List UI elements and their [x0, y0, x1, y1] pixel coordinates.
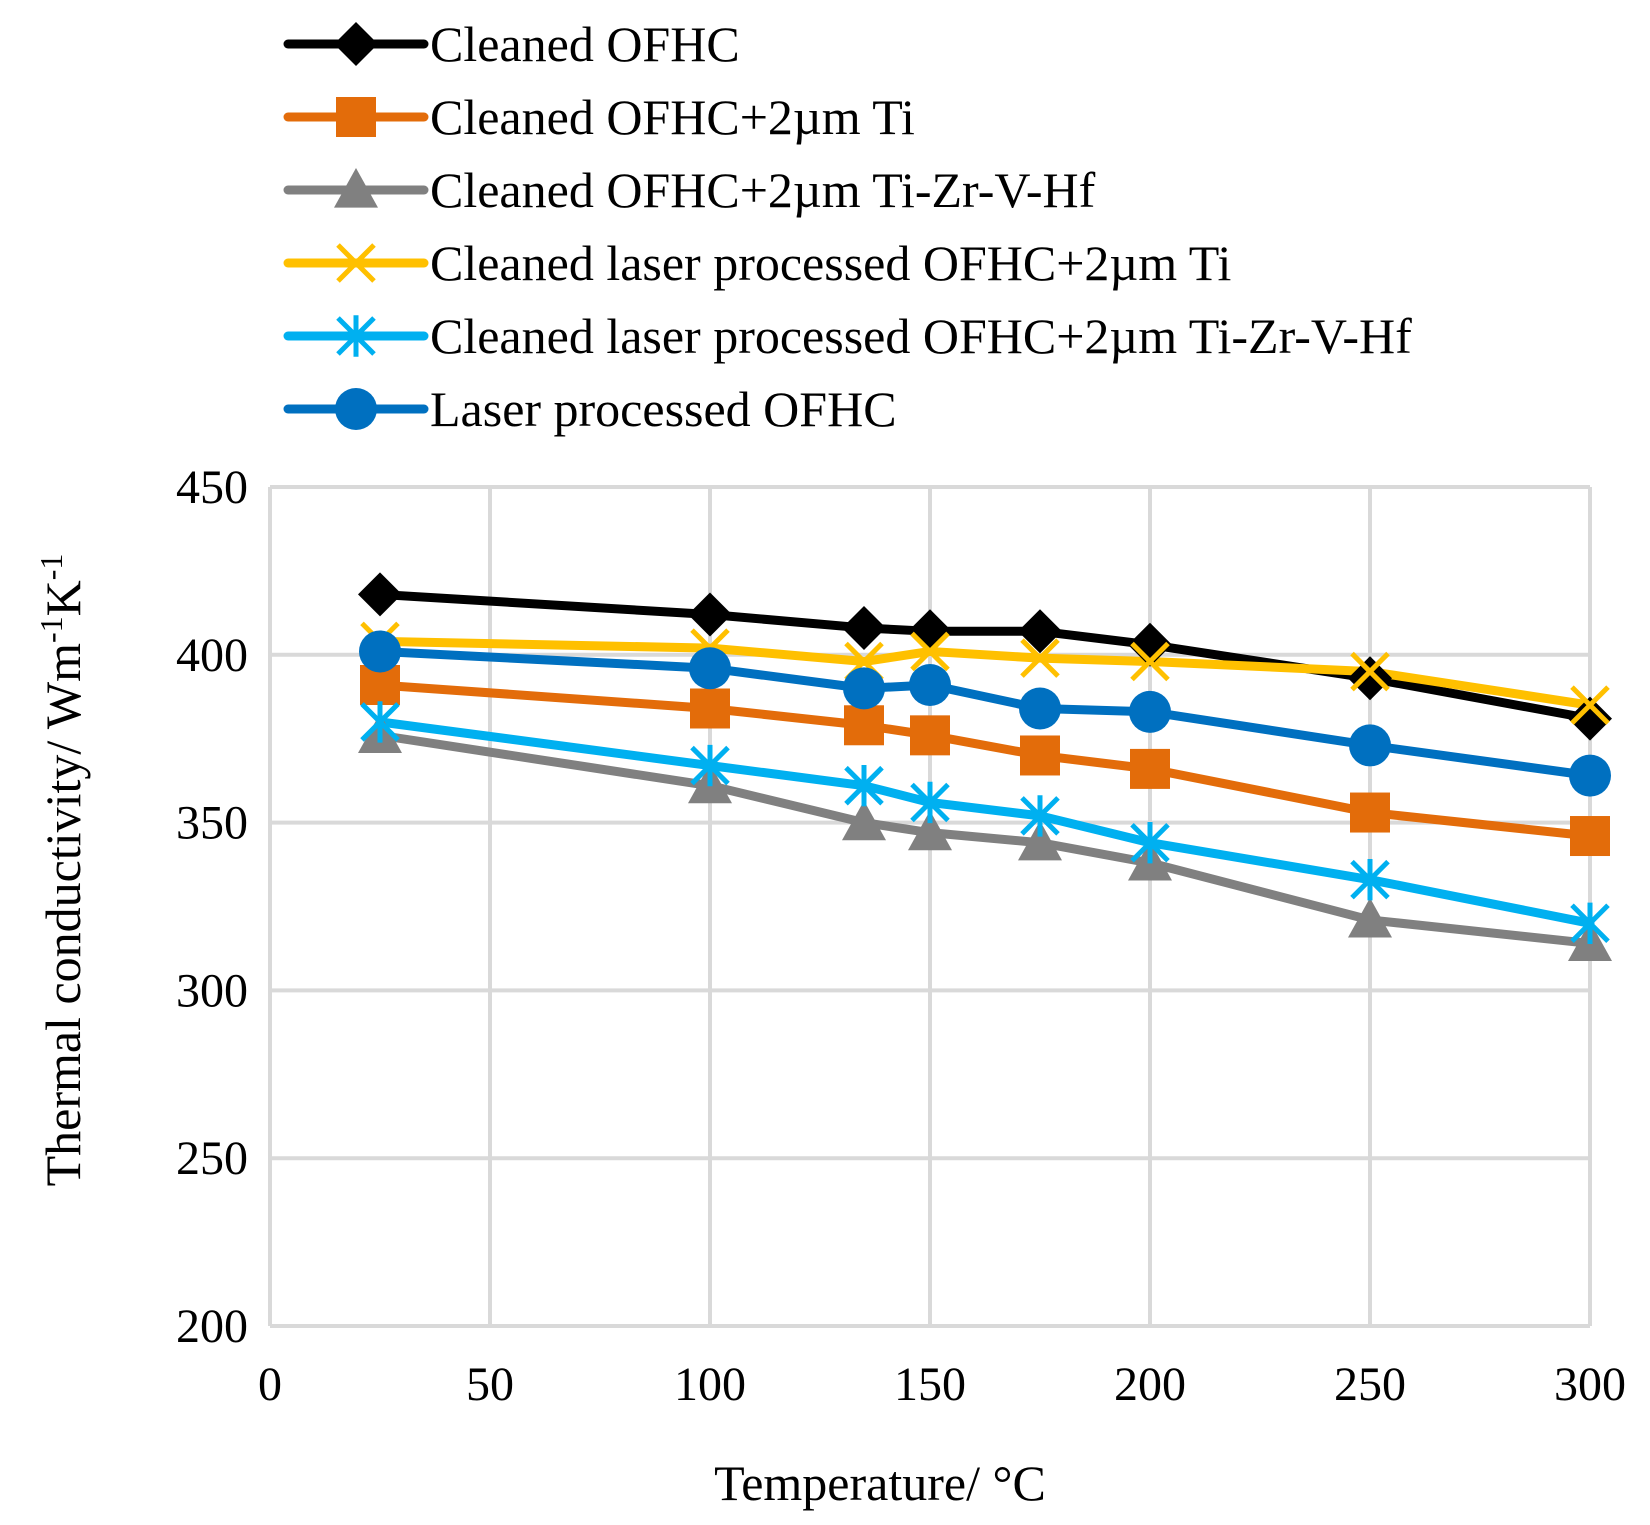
data-point — [908, 609, 952, 654]
legend-marker — [335, 388, 377, 430]
series-lines — [375, 589, 1595, 948]
data-point — [1350, 792, 1390, 833]
data-point — [688, 592, 732, 637]
y-axis-title-exp1: -1 — [33, 616, 69, 643]
x-tick-label: 200 — [1114, 1358, 1186, 1411]
data-point — [1570, 902, 1610, 944]
series-line — [375, 717, 1595, 928]
data-point — [1019, 687, 1061, 730]
data-point — [910, 631, 950, 672]
data-point — [844, 705, 884, 746]
data-point — [910, 715, 950, 756]
data-point — [1020, 735, 1060, 776]
data-point — [843, 667, 885, 710]
y-axis-title-unit: K — [35, 580, 91, 616]
x-tick-label: 50 — [466, 1358, 514, 1411]
legend-label: Cleaned laser processed OFHC+2µm Ti — [430, 235, 1231, 291]
x-tick-label: 150 — [894, 1358, 966, 1411]
y-tick-label: 450 — [176, 461, 248, 514]
data-point — [842, 605, 886, 650]
legend-entry: Cleaned OFHC+2µm Ti — [283, 89, 915, 145]
legend-entry: Cleaned laser processed OFHC+2µm Ti-Zr-V… — [283, 308, 1412, 364]
data-point — [1130, 822, 1170, 864]
data-point — [1018, 820, 1062, 861]
legend-marker — [334, 22, 378, 66]
data-point — [359, 630, 401, 673]
x-tick-label: 250 — [1334, 1358, 1406, 1411]
legend-label: Cleaned OFHC+2µm Ti — [430, 89, 915, 145]
data-point — [909, 664, 951, 707]
x-tick-label: 0 — [258, 1358, 282, 1411]
x-tick-label: 300 — [1554, 1358, 1626, 1411]
legend-label: Cleaned OFHC+2µm Ti-Zr-V-Hf — [430, 162, 1096, 218]
data-point — [1018, 609, 1062, 654]
data-point — [1570, 816, 1610, 857]
legend-entry: Cleaned OFHC+2µm Ti-Zr-V-Hf — [283, 162, 1096, 218]
data-point — [360, 701, 400, 743]
legend-entry: Cleaned laser processed OFHC+2µm Ti — [283, 235, 1231, 291]
y-tick-label: 350 — [176, 797, 248, 850]
data-point — [1350, 651, 1390, 692]
data-point — [1569, 754, 1611, 797]
data-point — [1020, 638, 1060, 678]
data-point — [358, 572, 402, 617]
x-tick-labels: 0 50 100 150 200 250 300 — [258, 1358, 1626, 1411]
legend-marker — [336, 243, 376, 283]
data-point — [689, 647, 731, 690]
data-point — [690, 744, 730, 787]
data-point — [1349, 724, 1391, 767]
data-point — [690, 688, 730, 729]
legend-label: Laser processed OFHC — [430, 381, 897, 437]
series-line — [375, 636, 1595, 710]
x-tick-label: 100 — [674, 1358, 746, 1411]
series-line — [375, 730, 1595, 948]
y-axis-title-main: Thermal conductivity/ Wm — [35, 643, 91, 1186]
legend-entry: Cleaned OFHC — [283, 16, 740, 72]
legend-marker — [334, 168, 378, 208]
series-markers — [358, 572, 1612, 962]
legend: Cleaned OFHC Cleaned OFHC+2µm Ti Cleaned O… — [283, 16, 1412, 437]
data-point — [842, 800, 886, 841]
legend-label: Cleaned laser processed OFHC+2µm Ti-Zr-V… — [430, 308, 1412, 364]
y-axis-title: Thermal conductivity/ Wm-1K-1 — [33, 554, 91, 1187]
y-tick-label: 250 — [176, 1132, 248, 1185]
data-point — [1348, 656, 1392, 701]
legend-label: Cleaned OFHC — [430, 16, 740, 72]
data-point — [1130, 641, 1170, 682]
data-point — [1350, 858, 1390, 901]
legend-marker — [336, 315, 376, 357]
data-point — [1568, 696, 1612, 741]
data-point — [1570, 685, 1610, 725]
x-axis-title: Temperature/ °C — [714, 1455, 1046, 1511]
data-point — [1020, 795, 1060, 837]
series-line — [375, 646, 1595, 781]
data-point — [910, 781, 950, 824]
y-tick-labels: 200 250 300 350 400 450 — [176, 461, 248, 1353]
data-point — [1129, 690, 1171, 733]
data-point — [908, 810, 952, 851]
data-point — [1348, 897, 1392, 938]
y-tick-label: 400 — [176, 629, 248, 682]
data-point — [1128, 622, 1172, 667]
data-point — [1130, 748, 1170, 789]
y-axis-title-exp2: -1 — [33, 554, 69, 581]
y-tick-label: 300 — [176, 964, 248, 1017]
legend-marker — [336, 97, 376, 137]
data-point — [844, 764, 884, 807]
series-line — [375, 680, 1595, 841]
y-tick-label: 200 — [176, 1300, 248, 1353]
legend-entry: Laser processed OFHC — [283, 381, 897, 437]
